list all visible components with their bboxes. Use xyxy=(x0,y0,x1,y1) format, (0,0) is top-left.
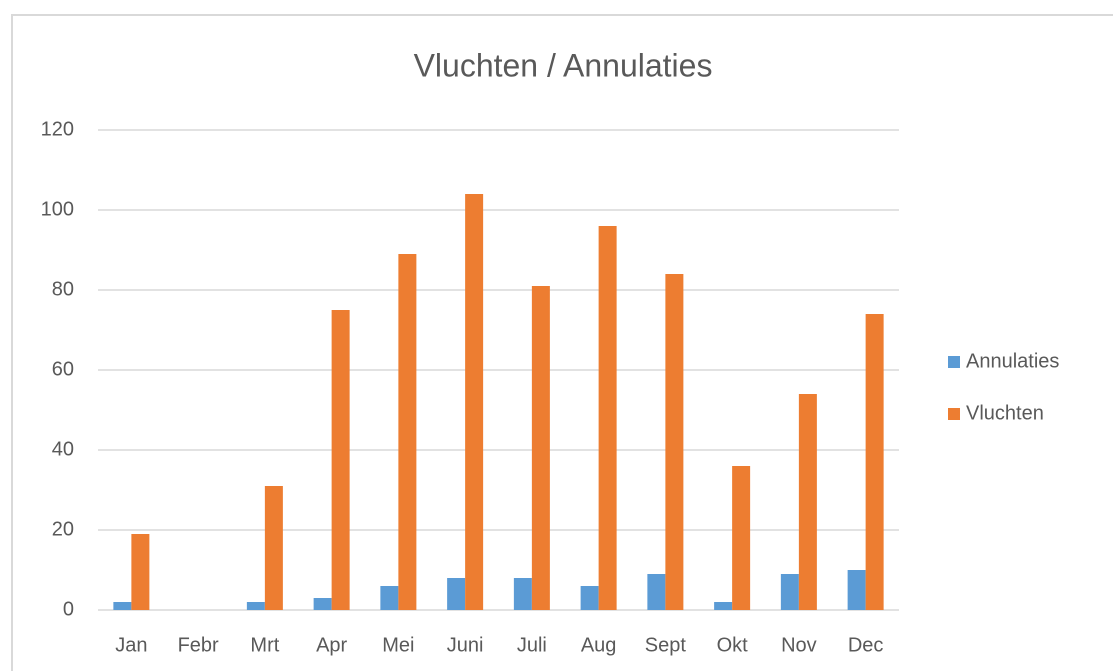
bar xyxy=(580,586,599,610)
bar xyxy=(380,586,399,610)
chart-title: Vluchten / Annulaties xyxy=(414,47,713,83)
bar xyxy=(246,602,265,610)
y-tick-label: 80 xyxy=(52,278,74,300)
bar xyxy=(847,570,866,610)
x-tick-label: Sept xyxy=(645,634,687,656)
legend-label: Vluchten xyxy=(966,402,1044,424)
bar xyxy=(513,578,532,610)
bar xyxy=(798,394,817,610)
x-tick-label: Nov xyxy=(781,634,817,656)
bar xyxy=(714,602,733,610)
x-tick-label: Aug xyxy=(581,634,617,656)
bar xyxy=(331,310,350,610)
bar xyxy=(465,194,484,610)
bar xyxy=(447,578,466,610)
bar xyxy=(313,598,332,610)
bar xyxy=(780,574,799,610)
y-tick-label: 40 xyxy=(52,438,74,460)
x-tick-label: Jan xyxy=(115,634,147,656)
y-tick-label: 100 xyxy=(41,198,74,220)
legend-swatch xyxy=(948,408,960,420)
bar xyxy=(531,286,550,610)
x-tick-label: Juni xyxy=(447,634,484,656)
x-tick-label: Okt xyxy=(717,634,749,656)
bar xyxy=(665,274,684,610)
bar xyxy=(131,534,150,610)
x-tick-label: Mei xyxy=(382,634,414,656)
y-tick-label: 20 xyxy=(52,518,74,540)
chart-frame xyxy=(11,14,1113,671)
y-tick-label: 60 xyxy=(52,358,74,380)
bar xyxy=(113,602,132,610)
x-tick-label: Apr xyxy=(316,634,347,656)
bar xyxy=(398,254,417,610)
bar xyxy=(865,314,884,610)
bar xyxy=(732,466,751,610)
bar xyxy=(647,574,666,610)
legend-label: Annulaties xyxy=(966,350,1059,372)
bar xyxy=(264,486,283,610)
legend-swatch xyxy=(948,356,960,368)
bar xyxy=(598,226,617,610)
y-tick-label: 0 xyxy=(63,598,74,620)
x-tick-label: Febr xyxy=(178,634,219,656)
x-tick-label: Juli xyxy=(517,634,547,656)
x-tick-label: Mrt xyxy=(250,634,279,656)
x-tick-label: Dec xyxy=(848,634,884,656)
y-tick-label: 120 xyxy=(41,118,74,140)
